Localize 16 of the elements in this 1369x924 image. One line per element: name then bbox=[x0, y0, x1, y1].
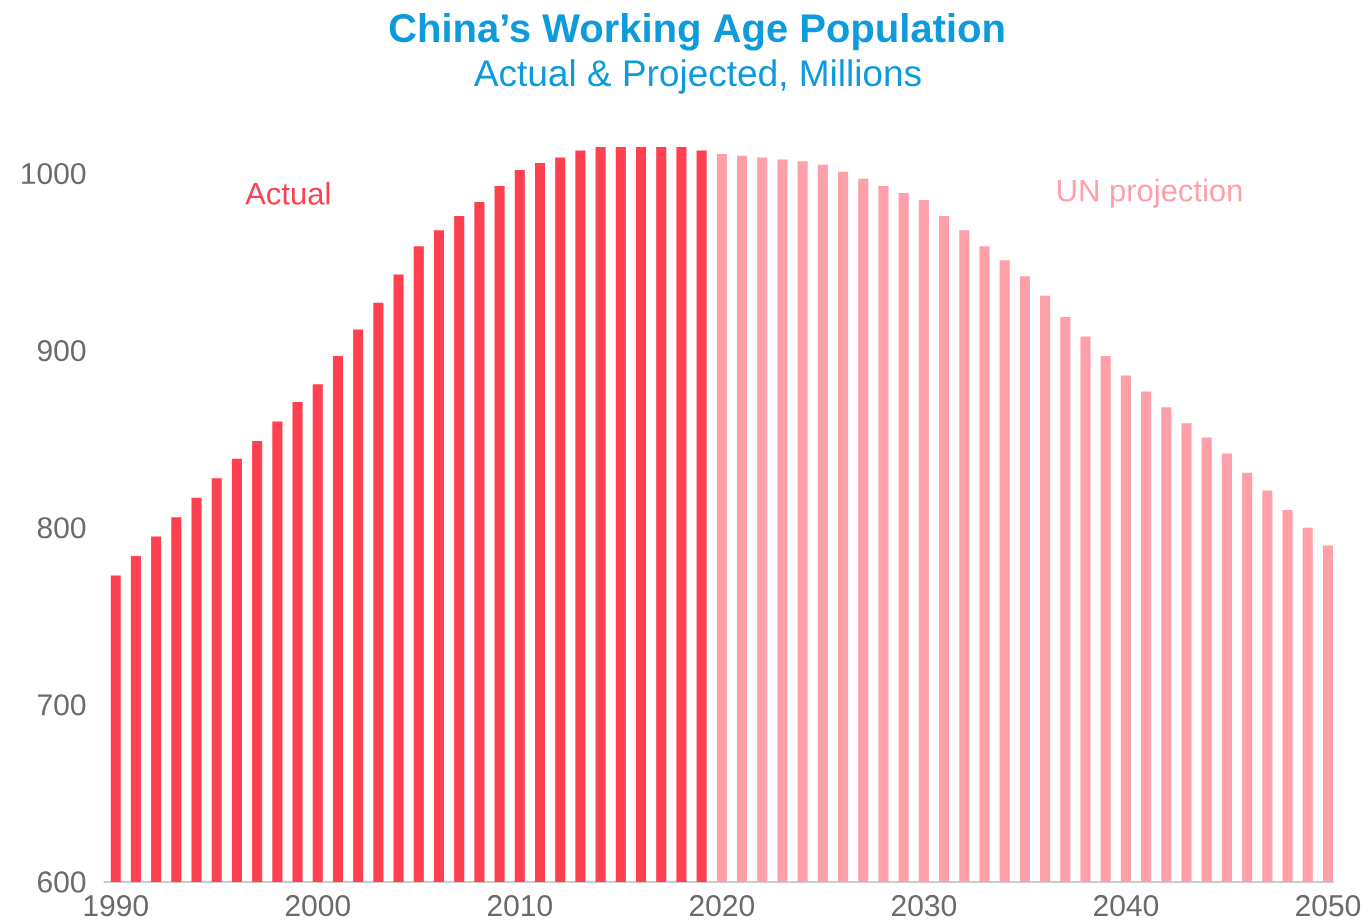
x-tick-label: 2030 bbox=[892, 895, 957, 917]
chart-title: China’s Working Age Population bbox=[389, 13, 1004, 51]
x-tick-label: 2050 bbox=[1296, 895, 1361, 917]
x-tick-label: 2000 bbox=[285, 895, 350, 917]
text: UN projection bbox=[1058, 178, 1242, 208]
chart-subtitle: Actual & Projected, Millions bbox=[473, 59, 921, 94]
x-tick-label: 2040 bbox=[1094, 895, 1159, 917]
y-tick-label: 900 bbox=[37, 340, 86, 362]
x-tick-label: 2010 bbox=[487, 895, 552, 917]
x-tick-label: 2020 bbox=[689, 895, 755, 917]
y-tick-label: 1000 bbox=[22, 162, 86, 185]
y-tick-label: 700 bbox=[38, 694, 86, 716]
x-tick-label: 1990 bbox=[84, 895, 148, 917]
y-tick-label: 800 bbox=[37, 517, 86, 539]
text: Actual bbox=[245, 181, 330, 205]
y-tick-label: 600 bbox=[38, 871, 86, 893]
